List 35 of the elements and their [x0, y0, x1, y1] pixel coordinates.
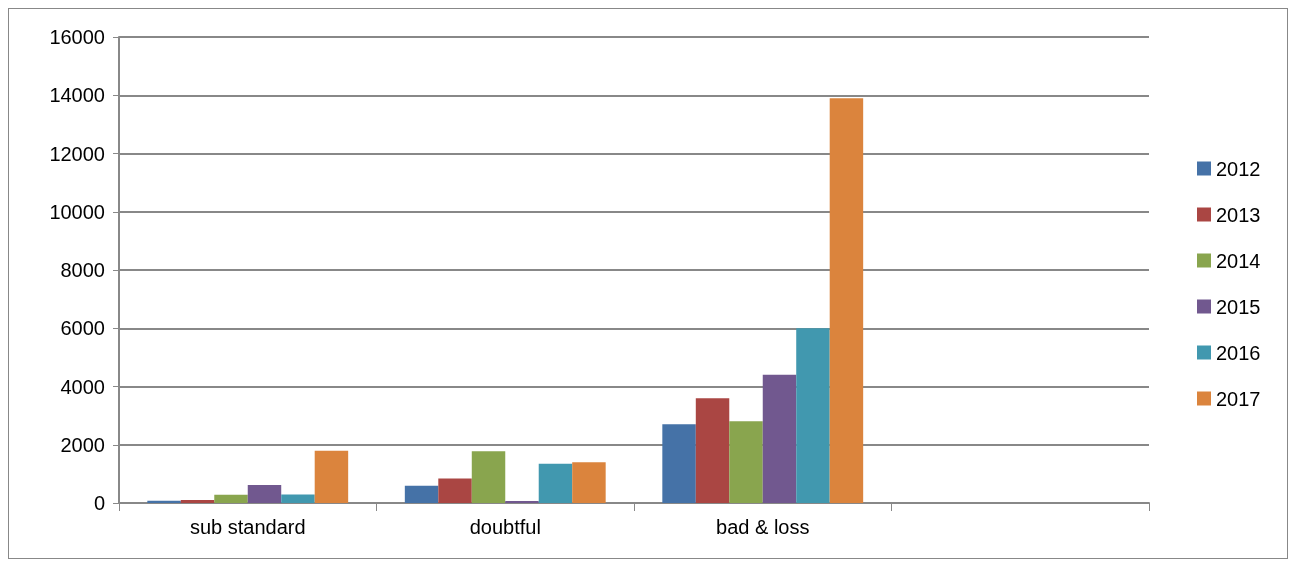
y-tick-label: 0 [93, 492, 105, 514]
bar [471, 451, 506, 503]
legend-label: 2016 [1216, 341, 1261, 364]
y-tick-label: 12000 [49, 142, 105, 165]
legend-label: 2017 [1216, 387, 1261, 410]
bar [438, 478, 472, 503]
bar [829, 98, 864, 503]
x-tick-label: bad & loss [716, 516, 810, 538]
y-tick-label: 8000 [60, 259, 105, 281]
legend-label: 2012 [1216, 157, 1261, 180]
bar [538, 463, 573, 503]
bar [505, 500, 539, 503]
bar [314, 450, 349, 503]
bar [762, 374, 797, 503]
y-tick-label: 10000 [49, 200, 105, 223]
y-tick-label: 2000 [60, 433, 105, 456]
y-tick-label: 6000 [60, 317, 105, 340]
bar [729, 421, 763, 503]
y-tick-label: 14000 [49, 84, 105, 107]
legend-label: 2015 [1216, 295, 1261, 318]
bar [214, 494, 248, 503]
legend-label: 2014 [1216, 249, 1261, 272]
bar [662, 424, 696, 503]
bar [695, 398, 730, 503]
bar [281, 494, 315, 503]
x-tick-label: sub standard [189, 516, 306, 538]
bar [796, 328, 830, 503]
y-tick-label: 4000 [60, 375, 105, 398]
bar [180, 500, 215, 503]
x-tick-label: doubtful [469, 516, 541, 538]
y-tick-label: 16000 [49, 26, 105, 48]
legend-label: 2013 [1216, 203, 1261, 226]
bar [404, 485, 439, 503]
bar [247, 484, 282, 503]
bar [572, 462, 606, 503]
